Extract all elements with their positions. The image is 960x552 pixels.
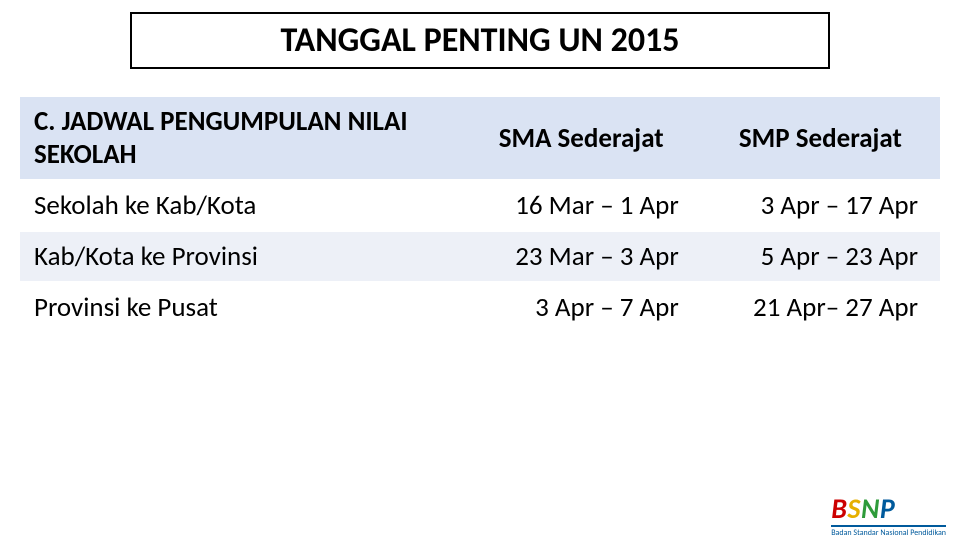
schedule-table: C. JADWAL PENGUMPULAN NILAI SEKOLAH SMA … (20, 97, 940, 334)
logo-letter-n: N (861, 491, 880, 526)
cell-sma: 16 Mar – 1 Apr (462, 180, 701, 231)
bsnp-logo: BSNP Badan Standar Nasional Pendidikan (831, 495, 946, 538)
bsnp-logo-letters: BSNP (831, 495, 946, 523)
cell-desc: Kab/Kota ke Provinsi (20, 231, 462, 282)
table-row: Provinsi ke Pusat 3 Apr – 7 Apr 21 Apr– … (20, 282, 940, 333)
bsnp-logo-subtitle: Badan Standar Nasional Pendidikan (831, 529, 946, 538)
logo-letter-s: S (847, 491, 861, 526)
table-row: Sekolah ke Kab/Kota 16 Mar – 1 Apr 3 Apr… (20, 180, 940, 231)
cell-smp: 3 Apr – 17 Apr (701, 180, 940, 231)
table-header-row: C. JADWAL PENGUMPULAN NILAI SEKOLAH SMA … (20, 97, 940, 180)
cell-desc: Sekolah ke Kab/Kota (20, 180, 462, 231)
logo-letter-p: P (880, 491, 895, 526)
col-header-desc: C. JADWAL PENGUMPULAN NILAI SEKOLAH (20, 97, 462, 180)
logo-letter-b: B (831, 491, 847, 526)
cell-smp: 21 Apr– 27 Apr (701, 282, 940, 333)
cell-smp: 5 Apr – 23 Apr (701, 231, 940, 282)
cell-desc: Provinsi ke Pusat (20, 282, 462, 333)
cell-sma: 23 Mar – 3 Apr (462, 231, 701, 282)
cell-sma: 3 Apr – 7 Apr (462, 282, 701, 333)
col-header-sma: SMA Sederajat (462, 97, 701, 180)
page-title: TANGGAL PENTING UN 2015 (130, 12, 830, 69)
col-header-smp: SMP Sederajat (701, 97, 940, 180)
schedule-table-wrap: C. JADWAL PENGUMPULAN NILAI SEKOLAH SMA … (20, 97, 940, 334)
table-row: Kab/Kota ke Provinsi 23 Mar – 3 Apr 5 Ap… (20, 231, 940, 282)
